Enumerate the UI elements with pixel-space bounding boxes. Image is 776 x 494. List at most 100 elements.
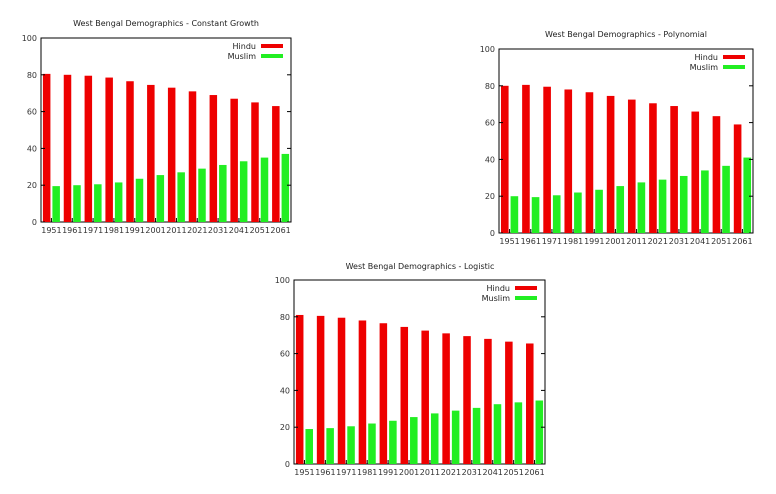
bar-muslim-2031 xyxy=(219,164,227,222)
x-tick-label: 2061 xyxy=(270,226,290,235)
bar-hindu-2031 xyxy=(209,95,218,222)
bar-muslim-2041 xyxy=(239,161,248,222)
x-tick-label: 2011 xyxy=(166,226,186,235)
bar-muslim-1981 xyxy=(368,423,376,464)
bar-hindu-2051 xyxy=(712,116,721,233)
y-tick-label: 20 xyxy=(485,192,495,201)
bar-hindu-2061 xyxy=(526,343,534,464)
bar-muslim-2061 xyxy=(535,400,544,464)
x-tick-label: 2011 xyxy=(626,237,646,246)
bar-hindu-1991 xyxy=(379,323,388,464)
x-tick-label: 2031 xyxy=(669,237,689,246)
x-tick-label: 1961 xyxy=(315,468,335,477)
bar-group xyxy=(295,314,544,464)
y-axis-ticks: 0 20 40 60 80 100 xyxy=(22,34,291,227)
chart-logistic: West Bengal Demographics - Logistic 0204… xyxy=(275,262,546,477)
bar-muslim-2021 xyxy=(451,410,460,464)
chart-title: West Bengal Demographics - Logistic xyxy=(346,262,495,271)
bar-hindu-1961 xyxy=(316,315,325,464)
bar-hindu-2021 xyxy=(649,103,657,233)
bar-muslim-1991 xyxy=(389,420,397,464)
bar-muslim-2051 xyxy=(260,157,269,222)
bar-hindu-1961 xyxy=(522,84,530,233)
bar-muslim-2051 xyxy=(722,165,730,233)
legend-swatch-hindu xyxy=(515,286,537,290)
legend: Hindu Muslim xyxy=(482,284,537,303)
legend-swatch-muslim xyxy=(261,54,283,58)
bar-hindu-1961 xyxy=(63,74,72,222)
bar-hindu-1971 xyxy=(337,317,346,464)
bar-hindu-2011 xyxy=(167,87,176,223)
bar-muslim-1991 xyxy=(595,189,603,233)
y-axis-ticks: 0 20 40 60 80 100 xyxy=(480,45,753,238)
bar-group xyxy=(500,84,752,234)
bar-hindu-2031 xyxy=(670,106,678,233)
x-axis-ticks: 1951 1961 1971 1981 1991 2001 2011 2021 2031 2041… xyxy=(499,229,753,246)
y-tick-label: 0 xyxy=(285,460,290,469)
bar-hindu-2041 xyxy=(230,98,238,222)
y-tick-label: 20 xyxy=(27,181,37,190)
bar-hindu-1991 xyxy=(585,92,594,234)
x-tick-label: 1951 xyxy=(41,226,61,235)
y-tick-label: 100 xyxy=(22,34,37,43)
x-tick-label: 1971 xyxy=(83,226,103,235)
bar-muslim-2011 xyxy=(430,413,439,464)
legend-swatch-muslim xyxy=(515,296,537,300)
plot-frame xyxy=(293,279,546,465)
y-tick-label: 80 xyxy=(485,82,495,91)
bar-hindu-2061 xyxy=(733,124,742,233)
y-tick-label: 60 xyxy=(27,108,37,117)
x-tick-label: 1971 xyxy=(336,468,356,477)
bar-muslim-2001 xyxy=(156,175,165,222)
x-tick-label: 2041 xyxy=(483,468,503,477)
legend-label-hindu: Hindu xyxy=(233,42,256,51)
bar-muslim-1961 xyxy=(73,185,81,222)
chart-polynomial: West Bengal Demographics - Polynomial 0 2… xyxy=(480,30,754,246)
legend-label-muslim: Muslim xyxy=(690,63,719,72)
x-tick-label: 2021 xyxy=(187,226,207,235)
bar-hindu-1971 xyxy=(543,86,551,233)
bar-hindu-2011 xyxy=(627,99,636,233)
x-tick-label: 1991 xyxy=(125,226,145,235)
bar-muslim-2001 xyxy=(410,417,418,464)
x-tick-label: 1981 xyxy=(563,237,583,246)
bar-muslim-2041 xyxy=(701,170,709,233)
y-tick-label: 0 xyxy=(490,229,495,238)
y-tick-label: 100 xyxy=(275,276,290,285)
bar-muslim-1951 xyxy=(305,429,313,464)
bar-muslim-2031 xyxy=(679,175,688,233)
bar-hindu-1981 xyxy=(105,77,113,222)
x-tick-label: 2041 xyxy=(229,226,249,235)
legend-label-muslim: Muslim xyxy=(482,294,511,303)
x-axis-ticks: 1951 1961 1971 1981 1991 2001 2011 2021 2031 2041… xyxy=(41,218,291,235)
x-tick-label: 1951 xyxy=(499,237,519,246)
x-tick-label: 2021 xyxy=(648,237,668,246)
y-tick-label: 80 xyxy=(27,71,37,80)
bar-hindu-2051 xyxy=(505,341,513,464)
legend-swatch-hindu xyxy=(261,44,283,48)
bar-muslim-2061 xyxy=(281,153,290,222)
y-tick-label: 40 xyxy=(280,386,290,395)
y-axis-ticks: 0 20 40 60 80 100 xyxy=(275,276,545,469)
y-tick-label: 0 xyxy=(32,218,37,227)
chart-title: West Bengal Demographics - Polynomial xyxy=(545,30,707,39)
bar-muslim-2031 xyxy=(472,407,481,464)
x-tick-label: 2031 xyxy=(208,226,228,235)
x-tick-label: 2051 xyxy=(503,468,523,477)
bar-hindu-1981 xyxy=(358,320,367,464)
y-tick-label: 20 xyxy=(280,423,290,432)
x-tick-label: 2001 xyxy=(605,237,625,246)
bar-muslim-1971 xyxy=(94,184,102,222)
x-tick-label: 1981 xyxy=(104,226,124,235)
x-tick-label: 2041 xyxy=(690,237,710,246)
x-tick-label: 1991 xyxy=(378,468,398,477)
bar-hindu-2031 xyxy=(463,336,471,464)
x-tick-label: 2061 xyxy=(732,237,752,246)
y-tick-label: 80 xyxy=(280,313,290,322)
bar-muslim-2021 xyxy=(198,168,206,222)
x-tick-label: 2051 xyxy=(250,226,270,235)
x-tick-label: 1961 xyxy=(62,226,82,235)
bar-muslim-1961 xyxy=(531,197,540,233)
bar-muslim-1951 xyxy=(510,196,519,233)
x-tick-label: 1951 xyxy=(294,468,314,477)
